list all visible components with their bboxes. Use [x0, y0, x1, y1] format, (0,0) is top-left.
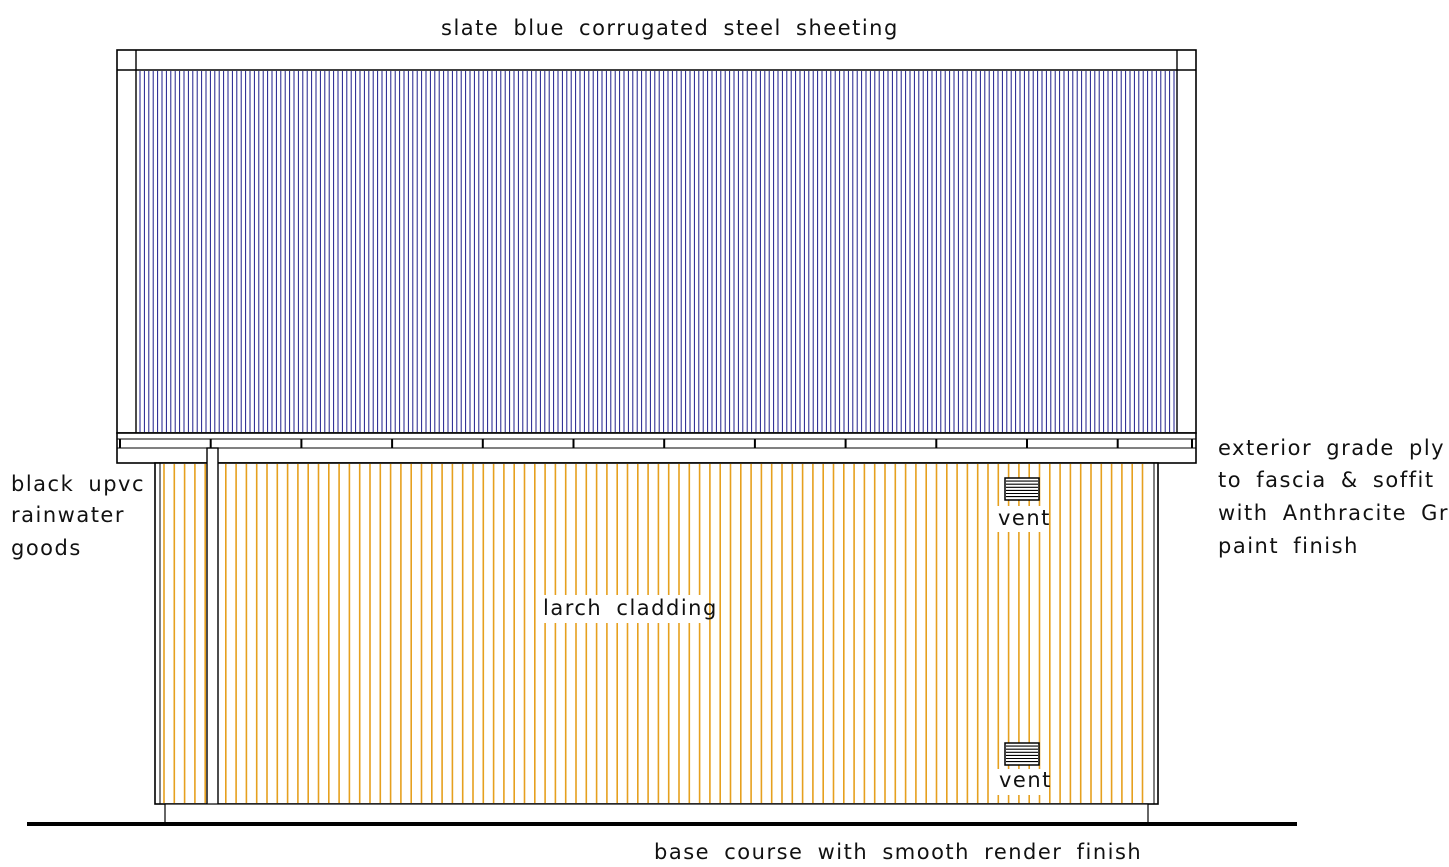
label-rainwater-line-1: black upvc — [11, 472, 145, 496]
fascia-band — [116, 432, 1197, 464]
vent-lower — [1004, 742, 1040, 766]
label-vent-lower-mask — [996, 769, 1048, 795]
roof-corrugated-sheeting — [139, 71, 1175, 432]
label-roof-sheeting: slate blue corrugated steel sheeting — [441, 16, 899, 40]
gutter-brackets — [119, 439, 1193, 448]
label-fascia-line-4: paint finish — [1218, 534, 1359, 558]
label-base-course: base course with smooth render finish — [654, 840, 1142, 864]
label-vent-lower: vent — [999, 768, 1052, 792]
label-vent-upper-mask — [996, 506, 1048, 532]
label-rainwater-line-3: goods — [11, 536, 82, 560]
larch-cladding-boards — [163, 464, 1144, 803]
roof-outline — [116, 49, 1197, 434]
label-larch-cladding: larch cladding — [543, 596, 718, 620]
vent-grille-upper — [1004, 477, 1040, 501]
roof — [116, 49, 1197, 434]
base-course-render — [164, 803, 1149, 824]
label-fascia-line-2: to fascia & soffit — [1218, 468, 1435, 492]
label-fascia-line-1: exterior grade ply — [1218, 436, 1445, 460]
wall-outline — [154, 462, 1159, 805]
vent-upper — [1004, 477, 1040, 501]
downpipe-body — [206, 447, 219, 824]
label-cladding-mask — [540, 595, 704, 623]
label-rainwater-line-2: rainwater — [11, 503, 125, 527]
downpipe — [206, 447, 219, 824]
label-fascia-line-3: with Anthracite Grey — [1218, 501, 1449, 525]
wall — [154, 462, 1159, 805]
label-vent-upper: vent — [998, 506, 1051, 530]
vent-grille-lower — [1004, 742, 1040, 766]
base-course — [27, 803, 1297, 826]
